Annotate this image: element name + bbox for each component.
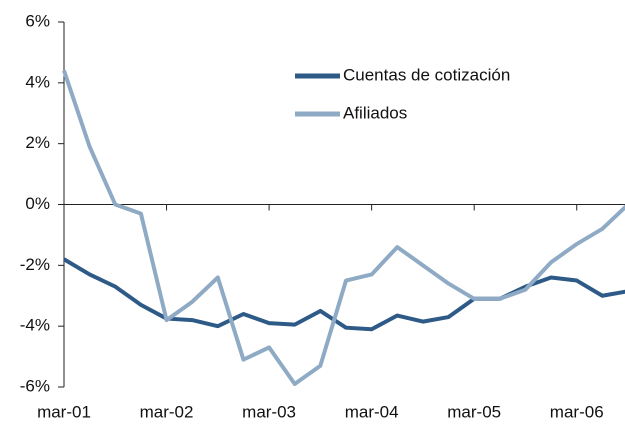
x-tick-label: mar-02 [140, 402, 194, 421]
line-series [62, 257, 625, 332]
y-tick-label: 6% [25, 11, 50, 30]
line-series [62, 70, 625, 386]
x-tick-label: mar-01 [37, 402, 91, 421]
y-tick-label: -6% [20, 376, 50, 395]
y-tick-label: 0% [25, 194, 50, 213]
y-tick-label: -4% [20, 316, 50, 335]
y-tick-label: -2% [20, 255, 50, 274]
x-tick-label: mar-05 [447, 402, 501, 421]
y-tick-label: 2% [25, 133, 50, 152]
x-tick-label: mar-03 [242, 402, 296, 421]
y-tick-label: 4% [25, 72, 50, 91]
legend-label: Cuentas de cotización [343, 65, 510, 84]
legend-label: Afiliados [343, 103, 407, 122]
x-tick-label: mar-04 [345, 402, 399, 421]
x-tick-label: mar-06 [550, 402, 604, 421]
